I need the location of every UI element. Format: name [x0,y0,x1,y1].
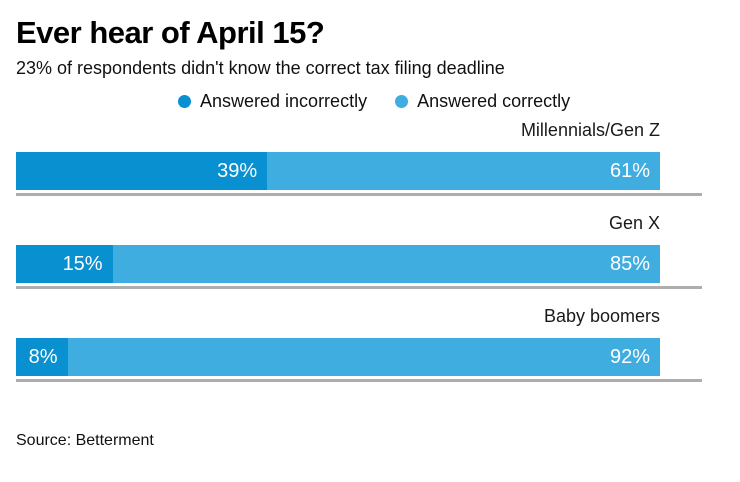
bar-chart: Millennials/Gen Z 39% 61% Gen X 15% 85% Ba… [16,118,702,397]
legend-item-correct: Answered correctly [395,91,570,112]
bar-segment-incorrect: 8% [16,338,68,376]
chart-subtitle: 23% of respondents didn't know the corre… [16,58,505,78]
legend-label: Answered incorrectly [200,91,368,111]
source-attribution: Source: Betterment [16,432,154,449]
bar-segment-incorrect: 15% [16,245,113,283]
category-label: Baby boomers [543,306,660,326]
chart-title: Ever hear of April 15? [16,15,325,50]
legend-item-incorrect: Answered incorrectly [178,91,367,112]
legend: Answered incorrectly Answered correctly [178,91,570,112]
baseline-rule [16,193,702,196]
value-label: 8% [28,345,58,368]
value-label: 15% [62,252,103,275]
bar: 15% 85% [16,245,660,283]
legend-dot-icon [178,95,191,108]
bar-group: Millennials/Gen Z 39% 61% [16,118,702,211]
bar-segment-correct: 92% [67,338,660,376]
category-label: Millennials/Gen Z [520,120,660,140]
baseline-rule [16,379,702,382]
legend-dot-icon [395,95,409,108]
legend-label: Answered correctly [417,91,571,111]
baseline-rule [16,286,702,289]
bar: 39% 61% [16,152,660,190]
bar-segment-correct: 61% [267,152,660,190]
bar-segment-incorrect: 39% [16,152,268,190]
bar-group: Baby boomers 8% 92% [16,304,702,397]
bar-group: Gen X 15% 85% [16,211,702,304]
value-label: 61% [609,159,650,182]
value-label: 39% [217,159,258,182]
bar-segment-correct: 85% [112,245,660,283]
category-label: Gen X [608,213,660,233]
value-label: 92% [609,345,650,368]
value-label: 85% [609,252,650,275]
bar: 8% 92% [16,338,660,376]
